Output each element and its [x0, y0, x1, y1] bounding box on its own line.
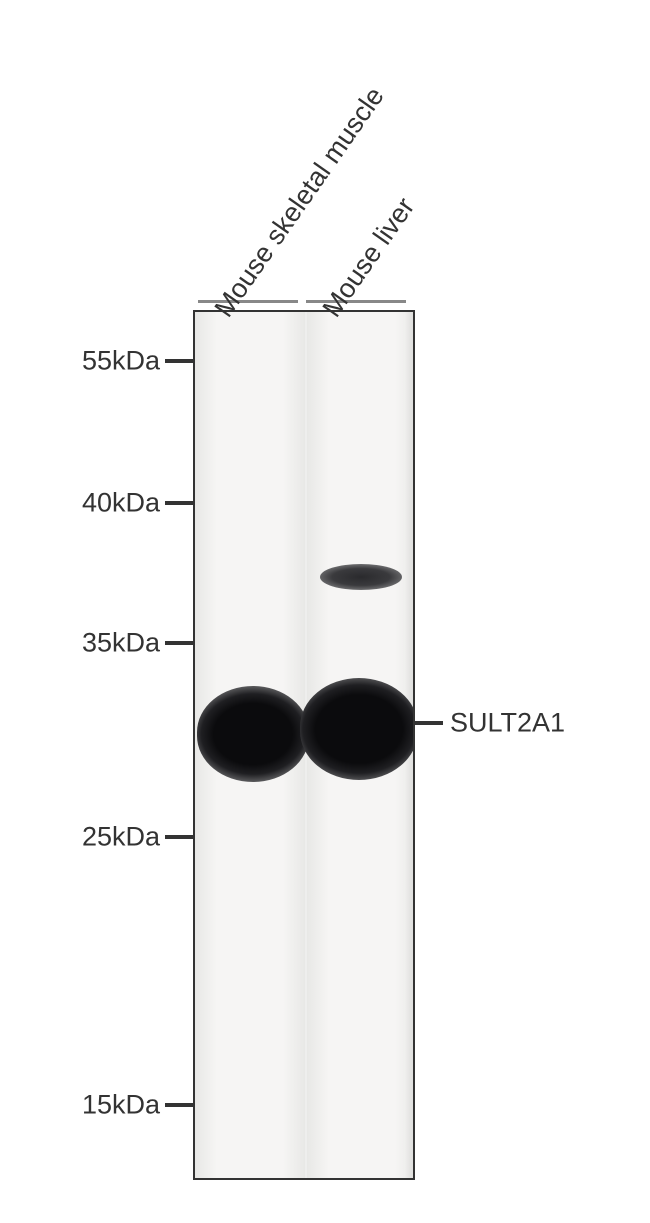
mw-tick-4	[165, 1103, 193, 1107]
mw-tick-3	[165, 835, 193, 839]
mw-label-4: 15kDa	[40, 1090, 160, 1121]
mw-tick-1	[165, 501, 193, 505]
target-tick	[415, 721, 443, 725]
lane-label-2: Mouse liver	[317, 192, 422, 323]
blot-membrane	[193, 310, 415, 1180]
band-3	[320, 564, 402, 590]
band-1	[197, 686, 309, 782]
mw-label-2: 35kDa	[40, 628, 160, 659]
target-label: SULT2A1	[450, 708, 565, 739]
mw-tick-0	[165, 359, 193, 363]
mw-label-3: 25kDa	[40, 822, 160, 853]
band-2	[300, 678, 415, 780]
mw-tick-2	[165, 641, 193, 645]
mw-label-0: 55kDa	[40, 346, 160, 377]
mw-label-1: 40kDa	[40, 488, 160, 519]
